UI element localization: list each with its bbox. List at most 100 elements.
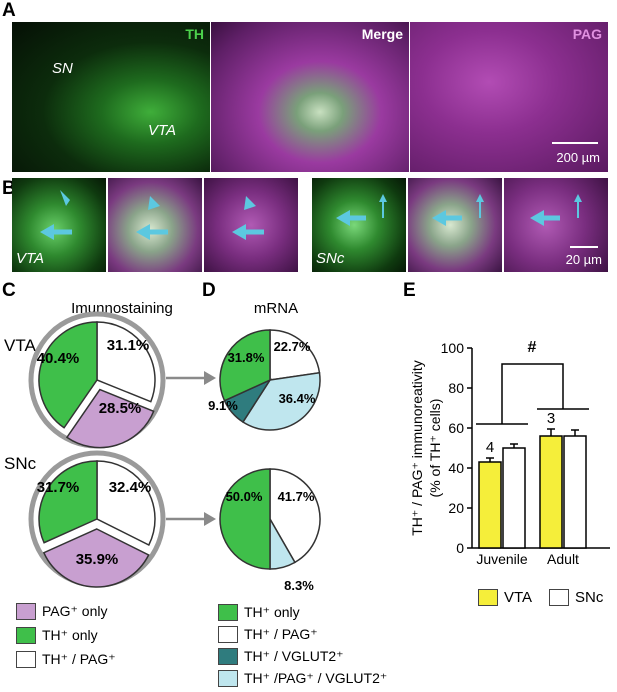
bar-vta-juvenile xyxy=(478,461,502,549)
panel-d-title: mRNA xyxy=(253,300,299,317)
y-tick-label: 60 xyxy=(448,420,464,436)
micrograph-b-vta-merge xyxy=(108,178,202,272)
legend-swatch xyxy=(218,604,238,621)
micrograph-b-vta-pag xyxy=(204,178,298,272)
micrograph-b-snc-th: SNc xyxy=(312,178,406,272)
pie-slice xyxy=(65,388,155,449)
arrow-icon xyxy=(432,210,462,226)
y-tick-label: 0 xyxy=(456,540,464,556)
pie-slice-label: 28.5% xyxy=(99,400,142,417)
arrow-c-to-d-snc xyxy=(166,512,216,526)
vta-label: VTA xyxy=(148,122,177,139)
thin-arrow-icon xyxy=(379,194,387,218)
y-tick-label: 80 xyxy=(448,380,464,396)
n-label: 4 xyxy=(486,439,494,456)
pie-slice xyxy=(269,329,321,381)
pie-imunnostaining-vta: 31.1% 28.5% 40.4% xyxy=(37,321,156,449)
hash-label: # xyxy=(528,339,537,356)
micrograph-merge: Merge xyxy=(211,22,409,172)
legend-d-item: TH⁺ / PAG⁺ xyxy=(218,626,318,643)
legend-swatch xyxy=(218,670,238,687)
bar-chart: # TH⁺ / PAG⁺ immunoreativity (% of TH⁺ c… xyxy=(409,339,610,567)
pie-slice xyxy=(219,468,271,570)
pie-slice-label: 31.8% xyxy=(228,350,265,365)
thin-arrow-icon xyxy=(476,194,484,218)
arrow-icon xyxy=(136,224,168,240)
pie-slice-label: 9.1% xyxy=(208,398,238,413)
pie-slice xyxy=(42,528,150,588)
pie-imunnostaining-snc: 32.4% 35.9% 31.7% xyxy=(37,460,156,588)
arrowhead-icon xyxy=(244,196,256,210)
legend-label: VTA xyxy=(504,589,533,606)
legend-c-item: TH⁺ / PAG⁺ xyxy=(16,651,116,668)
n-label: 3 xyxy=(547,410,555,427)
micrograph-pag: PAG 200 µm xyxy=(410,22,608,172)
c-snc-label: SNc xyxy=(4,454,37,473)
pie-slice-label: 31.7% xyxy=(37,479,80,496)
y-tick-label: 40 xyxy=(448,460,464,476)
pie-slice-label: 32.4% xyxy=(109,479,152,496)
legend-d-item: TH⁺ / VGLUT2⁺ xyxy=(218,648,344,665)
legend-label: TH⁺ / VGLUT2⁺ xyxy=(244,648,344,664)
legend-d-item: TH⁺ /PAG⁺ / VGLUT2⁺ xyxy=(218,670,387,687)
legend-label: SNc xyxy=(575,589,604,606)
pie-slice-label: 41.7% xyxy=(278,489,315,504)
arrow-c-to-d-vta xyxy=(166,371,216,385)
pie-slice-label: 8.3% xyxy=(284,578,314,593)
b-vta-label: VTA xyxy=(16,250,45,267)
pie-slice xyxy=(241,371,321,431)
bar-snc-juvenile xyxy=(502,447,526,549)
x-tick-label: Juvenile xyxy=(476,551,528,567)
pie-slice-label: 22.7% xyxy=(274,339,311,354)
y-axis-title-line2: (% of TH⁺ cells) xyxy=(427,399,443,498)
merge-channel-label: Merge xyxy=(361,26,403,42)
pie-slice-label: 50.0% xyxy=(226,489,263,504)
th-channel-label: TH xyxy=(185,26,204,42)
scale-bar-a xyxy=(552,142,598,144)
micrograph-th: TH SN VTA xyxy=(12,22,210,172)
legend-swatch xyxy=(16,627,36,644)
arrow-icon xyxy=(336,210,366,226)
c-vta-label: VTA xyxy=(4,336,36,355)
legend-swatch xyxy=(16,603,36,620)
scale-text-a: 200 µm xyxy=(556,150,600,165)
panel-letter-e: E xyxy=(403,280,416,301)
pag-channel-label: PAG xyxy=(572,26,602,42)
legend-c-item: PAG⁺ only xyxy=(16,603,108,620)
legend-swatch xyxy=(549,589,569,606)
pie-slice xyxy=(219,329,271,402)
legend-label: PAG⁺ only xyxy=(42,603,108,619)
arrowhead-icon xyxy=(148,196,160,210)
arrow-icon xyxy=(40,224,72,240)
bar-snc-adult xyxy=(563,435,587,549)
x-tick-label: Adult xyxy=(547,551,579,567)
pie-slice xyxy=(269,468,321,564)
pie-slice-label: 31.1% xyxy=(107,337,150,354)
micrograph-b-snc-pag: 20 µm xyxy=(504,178,608,272)
legend-label: TH⁺ / PAG⁺ xyxy=(244,626,318,642)
legend-label: TH⁺ only xyxy=(42,627,98,643)
legend-swatch xyxy=(218,626,238,643)
legend-e-item: VTA xyxy=(478,589,532,606)
pie-slice-label: 40.4% xyxy=(37,350,80,367)
legend-label: TH⁺ /PAG⁺ / VGLUT2⁺ xyxy=(244,670,388,686)
panel-letter-a: A xyxy=(2,0,16,21)
pie-mrna-snc: 41.7% 8.3% 50.0% xyxy=(219,468,321,593)
legend-swatch xyxy=(218,648,238,665)
bar-vta-adult xyxy=(539,435,563,549)
panel-letter-d: D xyxy=(202,280,216,301)
scale-bar-b xyxy=(570,246,598,248)
arrowhead-icon xyxy=(60,190,70,206)
b-snc-label: SNc xyxy=(316,250,345,267)
arrow-icon xyxy=(232,224,264,240)
sn-label: SN xyxy=(52,60,73,77)
legend-label: TH⁺ / PAG⁺ xyxy=(42,651,116,667)
pie-slice xyxy=(96,460,156,547)
y-tick-label: 20 xyxy=(448,500,464,516)
y-tick-label: 100 xyxy=(441,340,465,356)
pie-slice-label: 35.9% xyxy=(76,551,119,568)
thin-arrow-icon xyxy=(574,194,582,218)
legend-swatch xyxy=(16,651,36,668)
pie-slice-label: 36.4% xyxy=(279,391,316,406)
